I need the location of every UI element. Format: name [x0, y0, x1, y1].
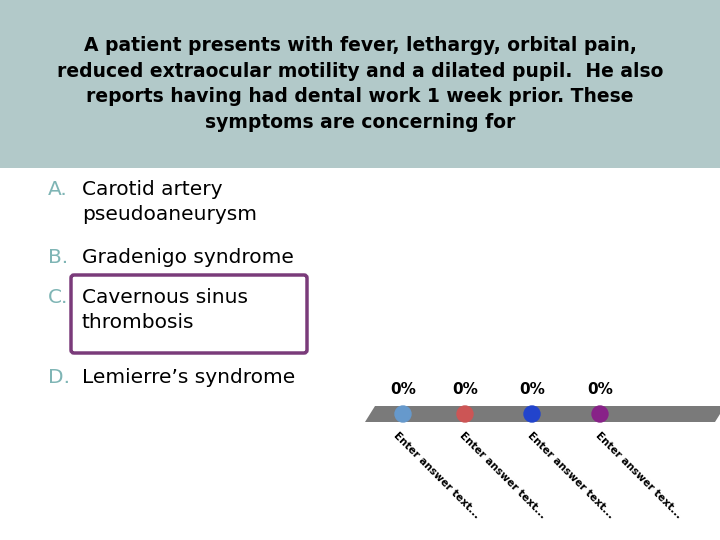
Bar [0, 0, 720, 168]
Text: Carotid artery
pseudoaneurysm: Carotid artery pseudoaneurysm [82, 180, 257, 224]
Text: D.: D. [48, 368, 70, 387]
Circle shape [457, 406, 473, 422]
Text: C.: C. [48, 288, 68, 307]
Text: Lemierre’s syndrome: Lemierre’s syndrome [82, 368, 295, 387]
Text: 0%: 0% [390, 382, 416, 397]
Text: Enter answer text...: Enter answer text... [458, 430, 548, 520]
Text: 0%: 0% [587, 382, 613, 397]
Text: Enter answer text...: Enter answer text... [526, 430, 616, 520]
Circle shape [524, 406, 540, 422]
Text: A.: A. [48, 180, 68, 199]
Text: Enter answer text...: Enter answer text... [392, 430, 482, 520]
Text: Gradenigo syndrome: Gradenigo syndrome [82, 248, 294, 267]
Text: Enter answer text...: Enter answer text... [594, 430, 684, 520]
Text: Cavernous sinus
thrombosis: Cavernous sinus thrombosis [82, 288, 248, 332]
Text: A patient presents with fever, lethargy, orbital pain,
reduced extraocular motil: A patient presents with fever, lethargy,… [57, 36, 663, 132]
Text: 0%: 0% [519, 382, 545, 397]
Circle shape [395, 406, 411, 422]
Text: 0%: 0% [452, 382, 478, 397]
Polygon shape [365, 406, 720, 422]
Circle shape [592, 406, 608, 422]
Text: B.: B. [48, 248, 68, 267]
